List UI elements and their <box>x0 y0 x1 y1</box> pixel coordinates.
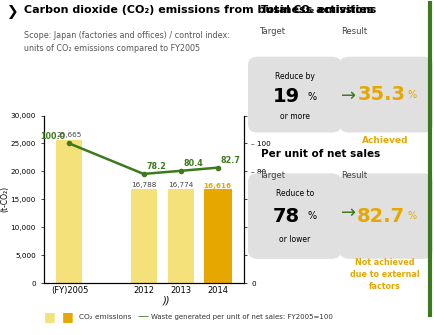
Text: Result: Result <box>341 27 367 36</box>
Text: ■: ■ <box>62 310 73 323</box>
FancyBboxPatch shape <box>339 173 432 259</box>
Text: Target: Target <box>258 27 284 36</box>
Text: 82.7: 82.7 <box>220 156 240 165</box>
Text: %: % <box>307 91 316 102</box>
Text: )): )) <box>162 296 170 306</box>
Y-axis label: (%): (%) <box>272 193 281 206</box>
Text: 16,788: 16,788 <box>131 182 156 188</box>
Text: 19: 19 <box>273 87 299 106</box>
Text: 78.2: 78.2 <box>146 162 166 171</box>
Text: or more: or more <box>279 112 309 121</box>
Text: or lower: or lower <box>279 235 309 244</box>
Text: →: → <box>341 86 356 105</box>
Text: —: — <box>137 312 148 322</box>
Text: Result: Result <box>341 171 367 180</box>
FancyBboxPatch shape <box>247 57 341 133</box>
Text: Reduce by: Reduce by <box>274 72 314 81</box>
Y-axis label: (t-CO₂): (t-CO₂) <box>0 186 9 212</box>
Text: 35.3: 35.3 <box>356 85 404 104</box>
Text: Waste generated per unit of net sales: FY2005=100: Waste generated per unit of net sales: F… <box>151 314 332 320</box>
Text: Total CO₂ emissions: Total CO₂ emissions <box>260 5 375 15</box>
Text: Achieved: Achieved <box>361 136 407 145</box>
Text: Carbon dioxide (CO₂) emissions from business activities: Carbon dioxide (CO₂) emissions from busi… <box>24 5 372 15</box>
Text: %: % <box>406 211 415 221</box>
Text: Reduce to: Reduce to <box>275 190 313 198</box>
Text: 25,665: 25,665 <box>56 132 82 138</box>
Text: Not achieved
due to external
factors: Not achieved due to external factors <box>349 258 419 290</box>
Text: %: % <box>406 90 415 99</box>
Text: →: → <box>341 204 356 222</box>
Text: ■: ■ <box>43 310 55 323</box>
Bar <box>204 190 230 283</box>
FancyBboxPatch shape <box>339 57 432 133</box>
Bar <box>56 140 82 283</box>
Text: Target: Target <box>258 171 284 180</box>
FancyBboxPatch shape <box>247 173 341 259</box>
Text: 78: 78 <box>273 207 299 225</box>
Text: CO₂ emissions: CO₂ emissions <box>79 314 131 320</box>
Text: 100.0: 100.0 <box>40 132 65 141</box>
Text: 82.7: 82.7 <box>356 207 404 225</box>
Text: 16,616: 16,616 <box>203 183 231 189</box>
Text: 16,774: 16,774 <box>168 182 193 188</box>
Text: 80.4: 80.4 <box>183 159 203 168</box>
Text: units of CO₂ emissions compared to FY2005: units of CO₂ emissions compared to FY200… <box>24 44 200 53</box>
Bar <box>130 189 156 283</box>
Text: Per unit of net sales: Per unit of net sales <box>260 149 379 159</box>
Text: ❯: ❯ <box>7 5 18 19</box>
Bar <box>167 189 193 283</box>
Text: %: % <box>307 211 316 221</box>
Text: Scope: Japan (factories and offices) / control index:: Scope: Japan (factories and offices) / c… <box>24 31 229 40</box>
